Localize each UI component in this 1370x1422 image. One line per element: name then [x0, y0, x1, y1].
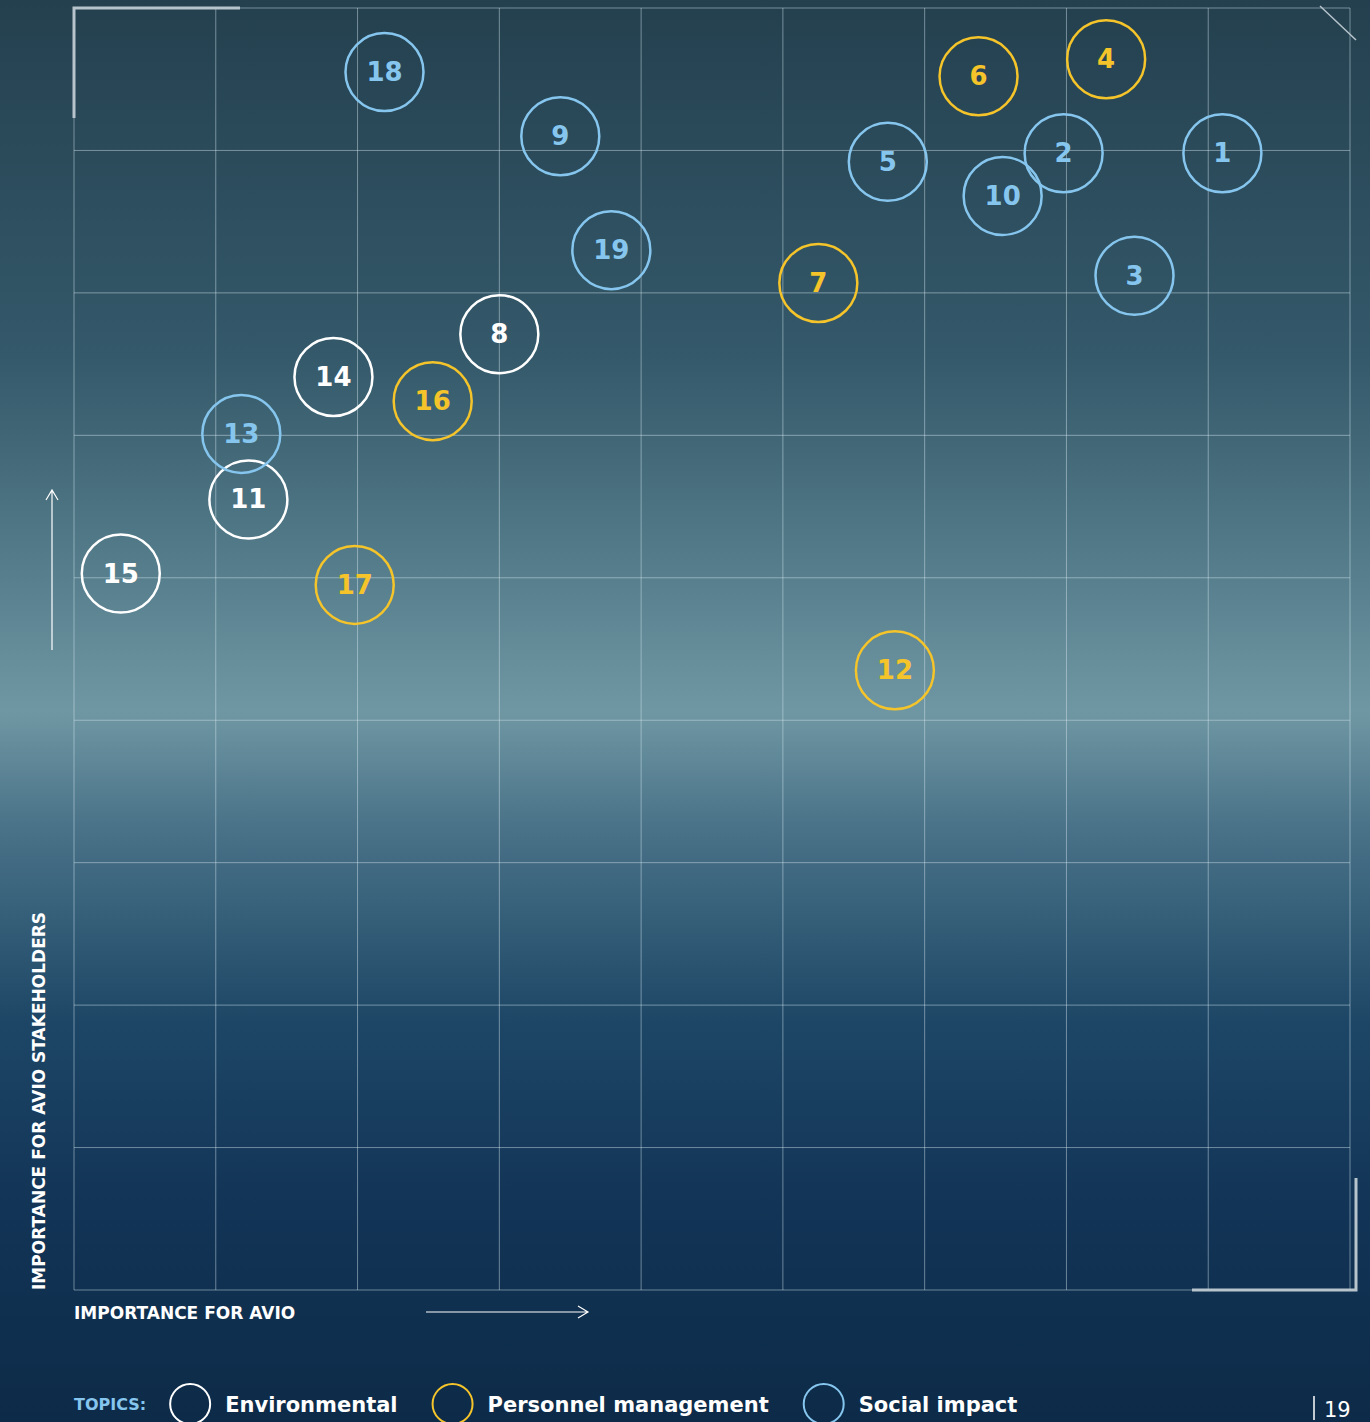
point: [964, 157, 1042, 235]
point: [1095, 237, 1173, 315]
grid-line-x: [1066, 8, 1067, 1290]
point-label: 15: [103, 559, 139, 589]
grid-line-x: [782, 8, 783, 1290]
point: [1067, 20, 1145, 98]
point-label: 10: [985, 181, 1021, 211]
frame-corner: [1320, 6, 1356, 40]
point: [849, 123, 927, 201]
point: [394, 362, 472, 440]
grid-line-y: [74, 862, 1350, 863]
y-axis-title: IMPORTANCE FOR AVIO STAKEHOLDERS: [29, 912, 49, 1290]
legend-swatch: [170, 1384, 210, 1422]
grid-line-x: [641, 8, 642, 1290]
grid-line-x: [357, 8, 358, 1290]
point-label: 8: [490, 319, 508, 349]
point-label: 16: [415, 386, 451, 416]
y-axis-arrow: [46, 490, 58, 650]
grid-line-x: [1350, 8, 1351, 1290]
page-number: 19: [1324, 1398, 1351, 1422]
point: [1183, 114, 1261, 192]
point-label: 2: [1055, 138, 1073, 168]
point-labels: 81411151617127641891913510213: [103, 44, 1232, 685]
point: [82, 535, 160, 613]
legend-swatch: [433, 1384, 473, 1422]
point-label: 13: [223, 419, 259, 449]
grid-line-y: [74, 1290, 1350, 1291]
point-label: 5: [879, 147, 897, 177]
grid-line-x: [215, 8, 216, 1290]
chart: IMPORTANCE FOR AVIO IMPORTANCE FOR AVIO S…: [0, 0, 1370, 1422]
grid-line-y: [74, 435, 1350, 436]
point-label: 7: [809, 268, 827, 298]
point-label: 1: [1213, 138, 1231, 168]
point-label: 6: [969, 61, 987, 91]
grid-line-y: [74, 720, 1350, 721]
grid-line-x: [74, 8, 75, 1290]
x-axis-title: IMPORTANCE FOR AVIO: [74, 1303, 295, 1323]
point: [202, 395, 280, 473]
frame-corner: [74, 8, 240, 118]
grid-line-y: [74, 150, 1350, 151]
point-label: 19: [593, 235, 629, 265]
point: [460, 295, 538, 373]
grid-line-y: [74, 292, 1350, 293]
points: [82, 20, 1262, 709]
point: [345, 33, 423, 111]
page-bar: [1313, 1396, 1315, 1420]
legend-label: Environmental: [225, 1393, 397, 1417]
point: [294, 338, 372, 416]
point-label: 12: [877, 655, 913, 685]
point: [856, 631, 934, 709]
point: [316, 546, 394, 624]
frame-corner: [1192, 1178, 1356, 1290]
grid-line-x: [499, 8, 500, 1290]
point-label: 3: [1125, 261, 1143, 291]
grid-line-y: [74, 1147, 1350, 1148]
legend-label: Social impact: [859, 1393, 1018, 1417]
legend-label: Personnel management: [488, 1393, 769, 1417]
point-label: 18: [366, 57, 402, 87]
point-label: 4: [1097, 44, 1115, 74]
x-axis-arrow: [426, 1306, 588, 1318]
grid-line-y: [74, 577, 1350, 578]
point: [779, 244, 857, 322]
grid-line-y: [74, 8, 1350, 9]
grid-line-y: [74, 1005, 1350, 1006]
point-label: 11: [230, 484, 266, 514]
point-label: 17: [337, 570, 373, 600]
point-label: 14: [315, 362, 351, 392]
point: [940, 37, 1018, 115]
grid-line-x: [924, 8, 925, 1290]
point: [1025, 114, 1103, 192]
point: [572, 211, 650, 289]
point-label: 9: [551, 121, 569, 151]
legend-title: TOPICS:: [74, 1395, 146, 1414]
grid-line-x: [1208, 8, 1209, 1290]
point: [521, 97, 599, 175]
legend-swatch: [804, 1384, 844, 1422]
